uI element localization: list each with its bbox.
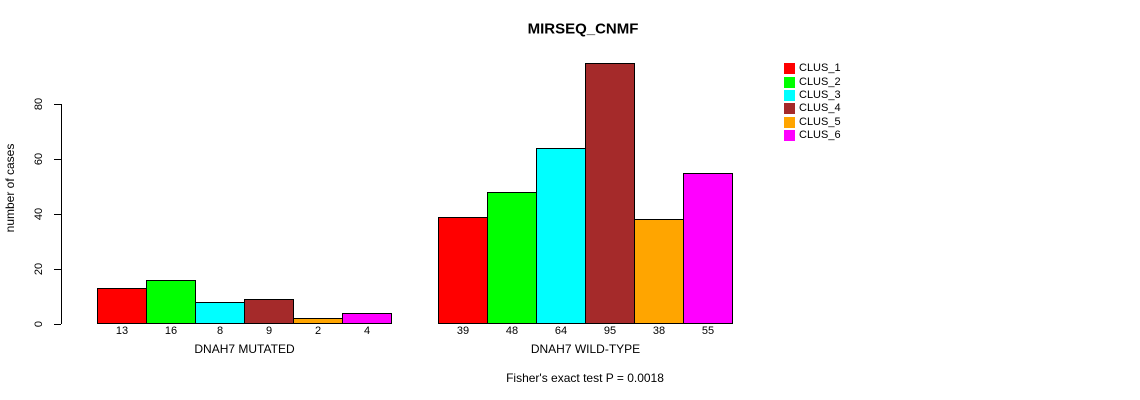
y-axis-tick-label: 20 [33,262,45,276]
legend-label: CLUS_5 [799,115,841,128]
bar-value-label: 64 [554,325,568,337]
bar-clus_6 [342,313,392,324]
legend-swatch-icon [784,130,795,142]
legend-label: CLUS_3 [799,88,841,101]
bar-value-label: 4 [363,325,371,337]
y-axis-tick [54,269,61,270]
statistical-test-annotation: Fisher's exact test P = 0.0018 [506,371,664,385]
bar-clus_2 [487,192,537,324]
bar-clus_4 [244,299,294,324]
y-axis-tick-label: 60 [33,152,45,166]
bar-clus_5 [634,219,684,324]
legend-item: CLUS_2 [784,75,841,88]
legend-swatch-icon [784,63,795,75]
legend-item: CLUS_1 [784,62,841,75]
legend-item: CLUS_3 [784,89,841,102]
legend-swatch-icon [784,76,795,88]
y-axis-line [61,104,62,324]
bar-value-label: 95 [603,325,617,337]
y-axis-tick-label: 0 [33,320,45,328]
bar-value-label: 2 [314,325,322,337]
y-axis-tick [54,159,61,160]
bar-clus_5 [293,318,343,324]
bar-value-label: 9 [265,325,273,337]
bar-clus_3 [536,148,586,324]
chart-title: MIRSEQ_CNMF [527,20,639,38]
bar-value-label: 55 [701,325,715,337]
bar-value-label: 39 [456,325,470,337]
bar-clus_6 [683,173,733,324]
legend: CLUS_1 CLUS_2 CLUS_3 CLUS_4 CLUS_5 CLUS_6 [784,62,841,142]
y-axis-tick [54,324,61,325]
legend-label: CLUS_6 [799,129,841,142]
group-label: DNAH7 MUTATED [194,342,295,356]
bar-value-label: 16 [164,325,178,337]
y-axis-tick-label: 80 [33,97,45,111]
legend-item: CLUS_5 [784,116,841,129]
legend-label: CLUS_4 [799,102,841,115]
legend-swatch-icon [784,103,795,115]
bar-clus_4 [585,63,635,324]
bar-value-label: 13 [115,325,129,337]
legend-label: CLUS_1 [799,62,841,75]
legend-item: CLUS_4 [784,102,841,115]
bar-value-label: 48 [505,325,519,337]
bar-clus_1 [438,217,488,324]
bar-clus_1 [97,288,147,324]
legend-item: CLUS_6 [784,129,841,142]
y-axis-label: number of cases [3,143,17,233]
y-axis-tick [54,214,61,215]
bar-clus_3 [195,302,245,324]
legend-swatch-icon [784,116,795,128]
group-label: DNAH7 WILD-TYPE [530,342,641,356]
legend-label: CLUS_2 [799,75,841,88]
legend-swatch-icon [784,89,795,101]
y-axis-tick [54,104,61,105]
bar-clus_2 [146,280,196,324]
bar-value-label: 38 [652,325,666,337]
y-axis-tick-label: 40 [33,207,45,221]
bar-value-label: 8 [216,325,224,337]
